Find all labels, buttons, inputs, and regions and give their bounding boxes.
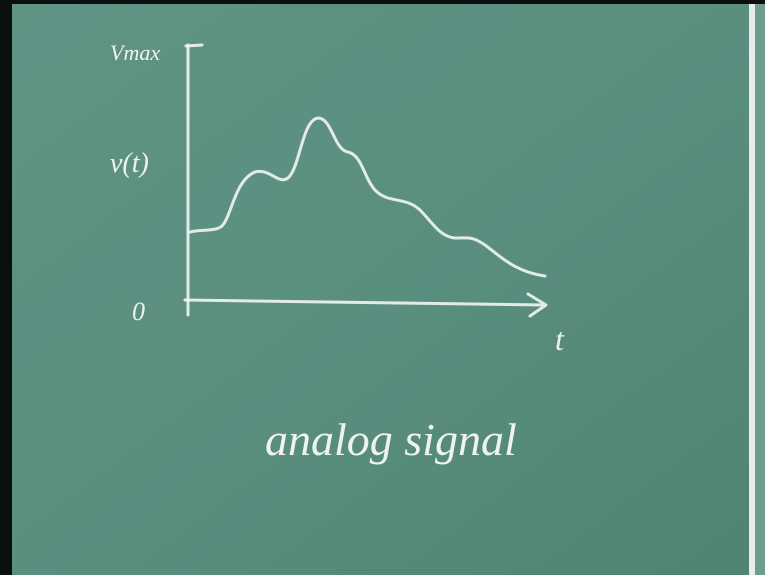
x-label: t	[555, 321, 565, 357]
y-label: v(t)	[110, 148, 149, 179]
page: {"axis": {"y_max_label": "Vmax", "y_labe…	[0, 0, 765, 575]
y-max-tick	[186, 45, 202, 46]
board	[12, 4, 765, 575]
origin-label: 0	[132, 297, 145, 326]
y-max-label: Vmax	[110, 40, 160, 65]
board-edge	[749, 4, 755, 575]
board-margin	[755, 4, 765, 575]
caption: analog signal	[265, 414, 517, 465]
chalkboard: Vmax v(t) 0 t analog signal	[0, 0, 765, 575]
